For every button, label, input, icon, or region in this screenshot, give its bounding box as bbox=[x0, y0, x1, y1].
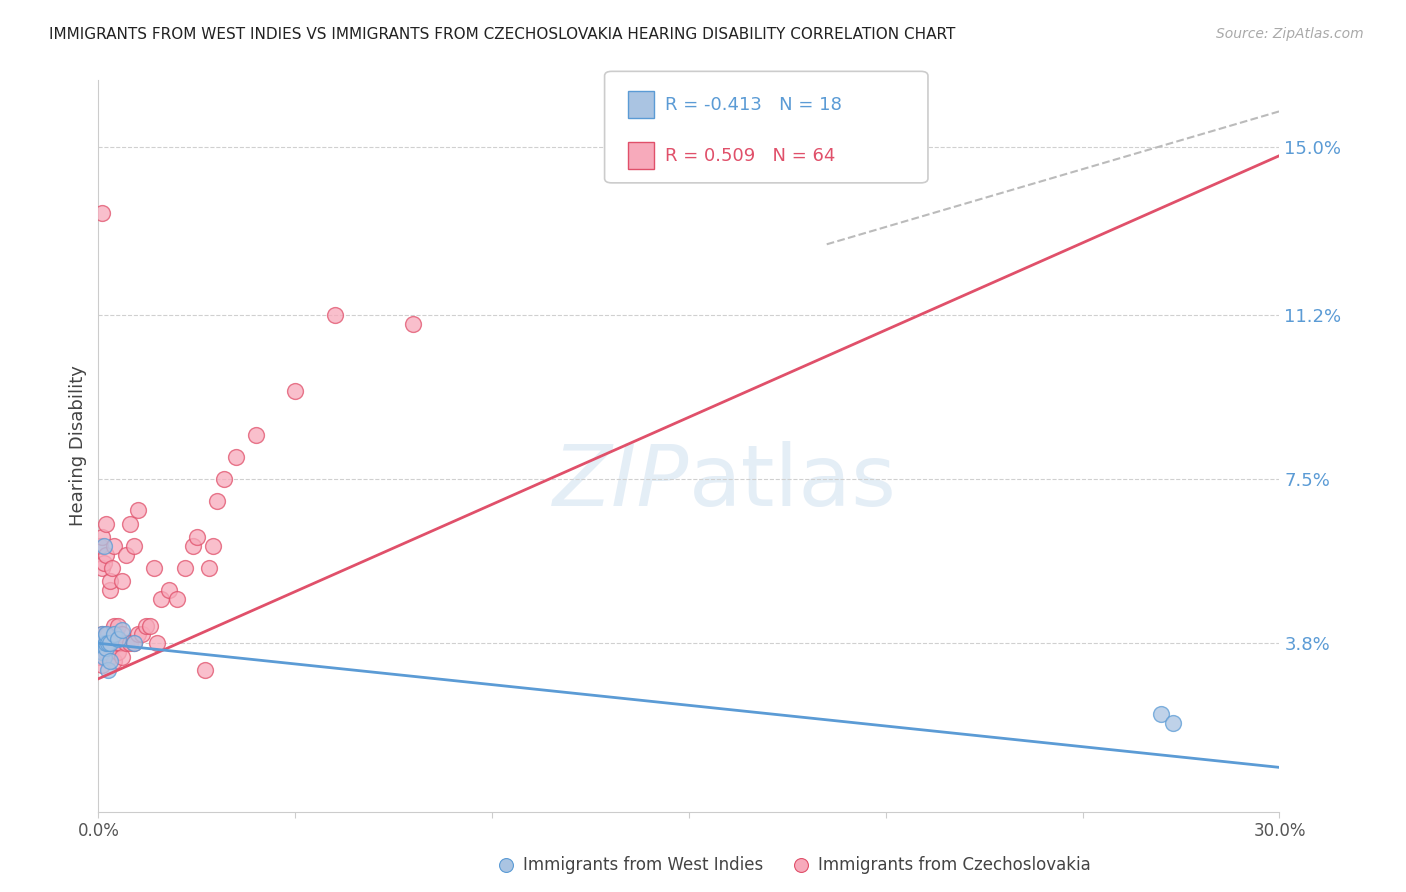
Point bbox=[101, 640, 124, 655]
Point bbox=[197, 561, 219, 575]
Point bbox=[89, 649, 111, 664]
Text: IMMIGRANTS FROM WEST INDIES VS IMMIGRANTS FROM CZECHOSLOVAKIA HEARING DISABILITY: IMMIGRANTS FROM WEST INDIES VS IMMIGRANT… bbox=[49, 27, 956, 42]
Point bbox=[127, 627, 149, 641]
Point bbox=[93, 557, 115, 571]
Point bbox=[122, 636, 145, 650]
Point bbox=[205, 494, 228, 508]
Point bbox=[150, 591, 173, 606]
Point bbox=[98, 583, 121, 598]
Y-axis label: Hearing Disability: Hearing Disability bbox=[69, 366, 87, 526]
Point bbox=[118, 516, 141, 531]
Point bbox=[323, 308, 346, 322]
Point bbox=[107, 618, 129, 632]
Point bbox=[96, 548, 118, 562]
Point bbox=[135, 618, 157, 632]
Point bbox=[96, 516, 118, 531]
Point bbox=[1161, 716, 1184, 731]
Point bbox=[107, 645, 129, 659]
Point bbox=[91, 645, 114, 659]
Point bbox=[122, 636, 145, 650]
Point bbox=[91, 530, 114, 544]
Point bbox=[96, 645, 118, 659]
Point bbox=[201, 539, 224, 553]
Point bbox=[96, 627, 118, 641]
Point bbox=[91, 206, 114, 220]
Point bbox=[103, 627, 125, 641]
Point bbox=[98, 654, 121, 668]
Point bbox=[90, 627, 112, 641]
Point bbox=[127, 503, 149, 517]
Point bbox=[97, 627, 120, 641]
Point bbox=[157, 583, 180, 598]
Text: Source: ZipAtlas.com: Source: ZipAtlas.com bbox=[1216, 27, 1364, 41]
Point bbox=[146, 636, 169, 650]
Point bbox=[111, 627, 134, 641]
Point bbox=[790, 858, 813, 872]
Point bbox=[495, 858, 517, 872]
Point bbox=[98, 574, 121, 589]
Point bbox=[98, 636, 121, 650]
Text: Immigrants from Czechoslovakia: Immigrants from Czechoslovakia bbox=[818, 856, 1091, 874]
Text: Immigrants from West Indies: Immigrants from West Indies bbox=[523, 856, 763, 874]
Point bbox=[111, 649, 134, 664]
Point bbox=[98, 636, 121, 650]
Point bbox=[111, 623, 134, 637]
Point bbox=[214, 472, 236, 486]
Text: R = -0.413   N = 18: R = -0.413 N = 18 bbox=[665, 95, 842, 113]
Point bbox=[103, 539, 125, 553]
Point bbox=[93, 539, 115, 553]
Point bbox=[122, 539, 145, 553]
Point bbox=[103, 636, 125, 650]
Text: atlas: atlas bbox=[689, 441, 897, 524]
Point bbox=[107, 632, 129, 646]
Point bbox=[108, 636, 131, 650]
Point bbox=[174, 561, 197, 575]
Point bbox=[1150, 707, 1173, 722]
Point bbox=[97, 663, 120, 677]
Point bbox=[97, 627, 120, 641]
Point bbox=[284, 384, 307, 398]
Point bbox=[89, 636, 111, 650]
Point bbox=[166, 591, 188, 606]
Point bbox=[98, 649, 121, 664]
Point bbox=[91, 658, 114, 673]
Point bbox=[105, 627, 128, 641]
Point bbox=[245, 428, 267, 442]
Point bbox=[101, 561, 124, 575]
Point bbox=[93, 649, 115, 664]
Point bbox=[89, 539, 111, 553]
Point bbox=[115, 548, 138, 562]
Point bbox=[93, 636, 115, 650]
Point bbox=[225, 450, 247, 464]
Point bbox=[107, 636, 129, 650]
Point bbox=[111, 574, 134, 589]
Point bbox=[96, 627, 118, 641]
Point bbox=[91, 636, 114, 650]
Point bbox=[96, 636, 118, 650]
Text: ZIP: ZIP bbox=[553, 441, 689, 524]
Point bbox=[89, 636, 111, 650]
Point bbox=[96, 640, 118, 655]
Point bbox=[103, 654, 125, 668]
Point bbox=[138, 618, 160, 632]
Point bbox=[91, 561, 114, 575]
Point bbox=[91, 627, 114, 641]
Point bbox=[181, 539, 204, 553]
Point bbox=[194, 663, 217, 677]
Point bbox=[103, 618, 125, 632]
Point bbox=[131, 627, 153, 641]
Point bbox=[97, 636, 120, 650]
Point bbox=[186, 530, 208, 544]
Point bbox=[142, 561, 165, 575]
Text: R = 0.509   N = 64: R = 0.509 N = 64 bbox=[665, 147, 835, 165]
Point bbox=[115, 636, 138, 650]
Point bbox=[118, 636, 141, 650]
Point bbox=[402, 317, 425, 331]
